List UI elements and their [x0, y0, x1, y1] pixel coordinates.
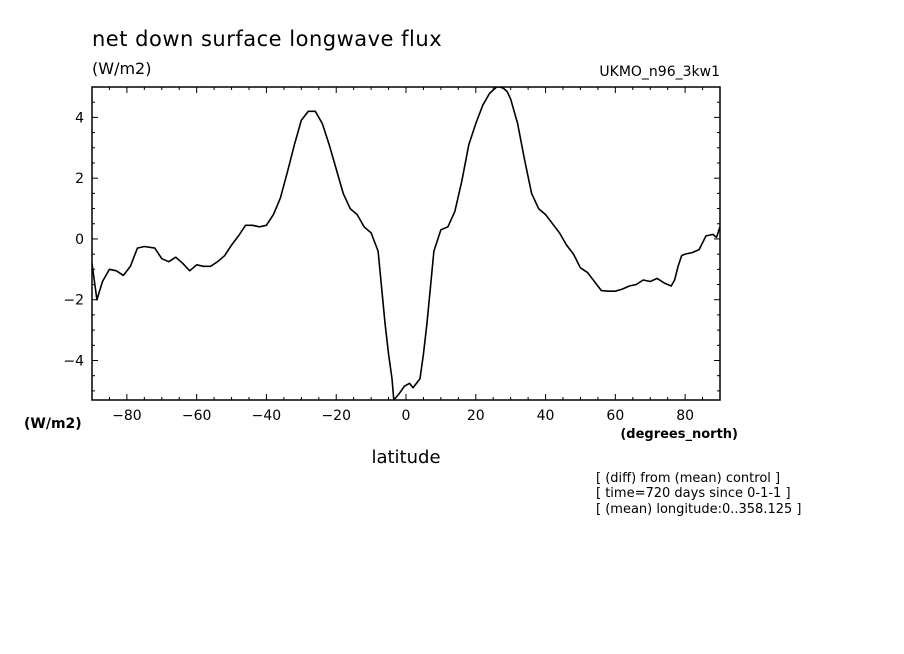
x-tick-label: 40 [537, 408, 555, 424]
y-tick-label: 0 [75, 232, 84, 248]
annotation-line: [ time=720 days since 0-1-1 ] [596, 486, 791, 501]
plot-frame [91, 86, 721, 401]
x-axis-title: latitude [371, 447, 440, 468]
x-tick-label: 80 [676, 408, 694, 424]
y-tick-label: −4 [63, 353, 84, 369]
chart-title: net down surface longwave flux [92, 27, 442, 51]
x-tick-label: −60 [182, 408, 212, 424]
annotation-line: [ (mean) longitude:0..358.125 ] [596, 502, 801, 517]
series-group [92, 87, 720, 400]
series-line [92, 87, 720, 400]
x-units-label: (degrees_north) [620, 427, 738, 442]
annotation-line: [ (diff) from (mean) control ] [596, 471, 780, 486]
dataset-label: UKMO_n96_3kw1 [599, 64, 720, 80]
y-axis-tick-labels: −4 −2 0 2 4 [63, 110, 84, 369]
y-tick-label: −2 [63, 293, 84, 309]
x-tick-label: −40 [252, 408, 282, 424]
x-axis-tick-labels: −80 −60 −40 −20 0 20 40 60 80 [112, 408, 694, 424]
x-tick-label: 20 [467, 408, 485, 424]
x-tick-label: 0 [402, 408, 411, 424]
x-axis-ticks [91, 87, 721, 400]
y-tick-label: 2 [75, 171, 84, 187]
x-tick-label: −80 [112, 408, 142, 424]
y-units-label: (W/m2) [24, 416, 82, 432]
x-tick-label: 60 [606, 408, 624, 424]
x-tick-label: −20 [321, 408, 351, 424]
y-axis-ticks [92, 86, 720, 392]
y-tick-label: 4 [75, 110, 84, 126]
chart-units-label: (W/m2) [92, 59, 151, 78]
